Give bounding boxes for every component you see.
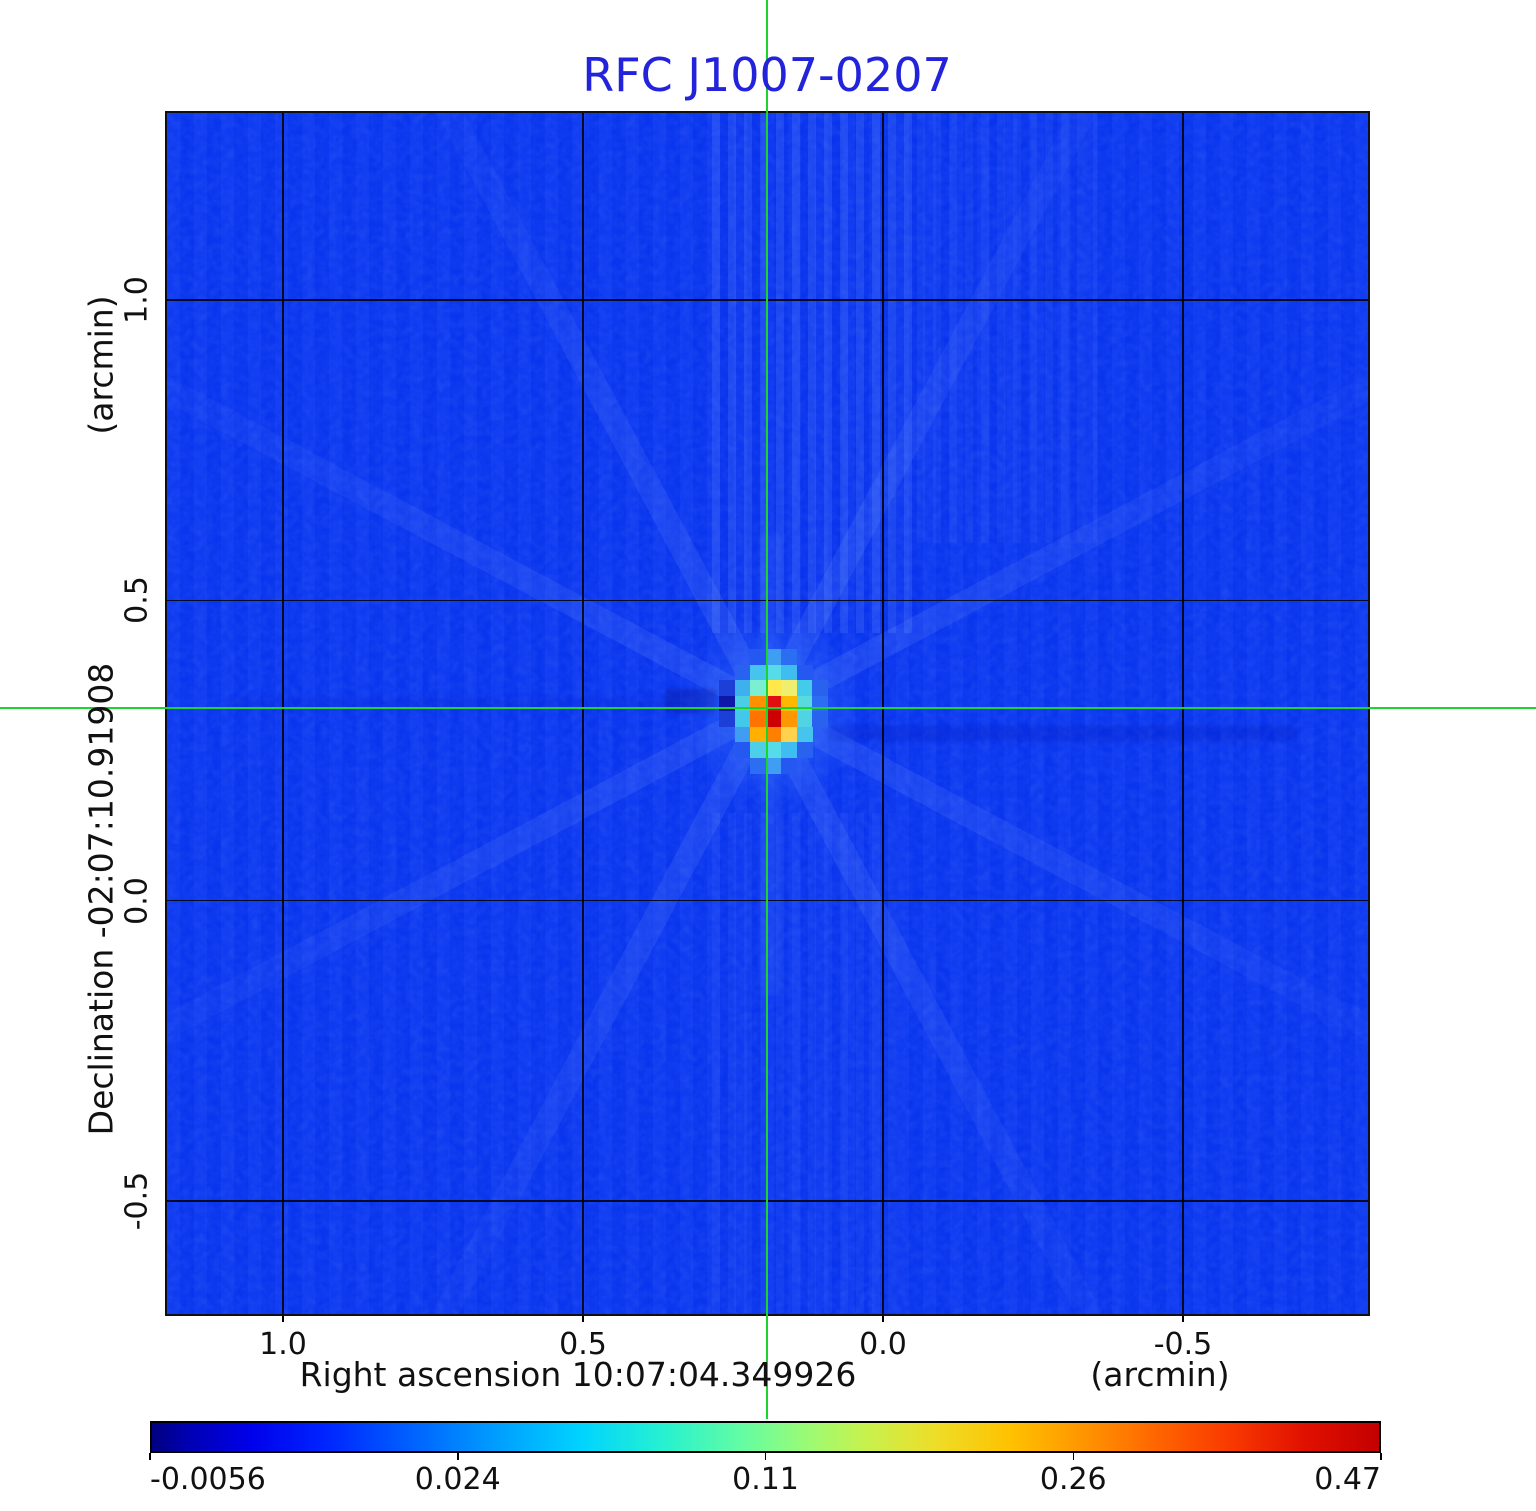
colorbar-tick-mark <box>1072 1453 1074 1460</box>
source-pixel <box>796 726 813 743</box>
source-pixel <box>796 711 813 728</box>
x-tick-label: 1.0 <box>259 1327 307 1362</box>
source-pixel <box>781 680 798 697</box>
source-pixel <box>765 649 782 666</box>
colorbar-tick-mark <box>1380 1453 1382 1460</box>
stripe-band-top-right <box>917 113 1097 543</box>
x-tick-mark <box>1182 1316 1184 1322</box>
source-pixel <box>734 726 751 743</box>
stripe-band-bottom <box>712 813 902 1313</box>
x-tick-label: 0.0 <box>859 1327 907 1362</box>
x-tick-label: 0.5 <box>559 1327 607 1362</box>
source-pixel <box>812 695 829 712</box>
source-pixel <box>734 742 751 759</box>
source-pixel <box>750 680 767 697</box>
colorbar-tick-mark <box>764 1453 767 1460</box>
source-pixel <box>734 695 751 712</box>
x-tick-mark <box>582 1316 584 1322</box>
colorbar-tick-label: 0.47 <box>1314 1462 1381 1497</box>
x-axis-title: Right ascension 10:07:04.349926 <box>299 1355 857 1394</box>
source-pixel <box>796 680 813 697</box>
source-pixel <box>750 726 767 743</box>
source-pixel <box>765 680 782 697</box>
crosshair-vertical-line <box>766 0 768 1419</box>
source-pixel <box>765 757 782 774</box>
gridline-vertical <box>882 113 884 1314</box>
source-pixel <box>734 680 751 697</box>
colorbar-tick-label: -0.0056 <box>150 1462 266 1497</box>
source-pixel <box>750 649 767 666</box>
source-pixel <box>796 695 813 712</box>
y-axis-unit-label: (arcmin) <box>81 295 121 435</box>
x-axis-unit-label: (arcmin) <box>1090 1355 1230 1394</box>
source-pixel <box>765 726 782 743</box>
negative-sidelobe-streak-right <box>827 725 1297 741</box>
x-tick-label: -0.5 <box>1153 1327 1213 1362</box>
y-tick-label: 0.5 <box>119 576 155 625</box>
y-axis-title: Declination -02:07:10.91908 <box>81 662 121 1136</box>
source-pixel <box>796 742 813 759</box>
source-pixel <box>750 711 767 728</box>
source-pixel <box>781 742 798 759</box>
colorbar-tick-label: 0.26 <box>1039 1462 1107 1497</box>
source-pixel <box>796 664 813 681</box>
colorbar <box>150 1421 1381 1453</box>
gridline-vertical <box>582 113 584 1314</box>
y-tick-label: -0.5 <box>119 1171 155 1231</box>
source-pixel <box>719 711 736 728</box>
source-pixel <box>750 742 767 759</box>
x-tick-mark <box>882 1316 884 1322</box>
colorbar-tick-label: 0.024 <box>414 1462 501 1497</box>
gridline-vertical <box>282 113 284 1314</box>
x-tick-mark <box>282 1316 284 1322</box>
source-pixel <box>781 726 798 743</box>
source-pixel <box>812 680 829 697</box>
source-pixel <box>781 757 798 774</box>
colorbar-tick-mark <box>149 1453 151 1460</box>
source-pixel <box>719 680 736 697</box>
source-pixel <box>765 664 782 681</box>
y-tick-label: 0.0 <box>119 876 155 925</box>
source-pixel <box>750 695 767 712</box>
source-pixel <box>812 711 829 728</box>
stripe-band-top <box>712 113 917 633</box>
source-pixel <box>719 695 736 712</box>
gridline-vertical <box>1182 113 1184 1314</box>
source-pixel <box>734 664 751 681</box>
source-pixel <box>734 711 751 728</box>
crosshair-horizontal-line <box>0 707 1536 709</box>
source-pixel <box>765 711 782 728</box>
source-pixel <box>781 711 798 728</box>
source-pixel <box>750 664 767 681</box>
colorbar-tick-label: 0.11 <box>732 1462 799 1497</box>
y-tick-label: 1.0 <box>119 276 155 325</box>
source-pixel <box>765 742 782 759</box>
plot-title: RFC J1007-0207 <box>582 48 952 102</box>
colorbar-tick-mark <box>457 1453 459 1460</box>
source-pixel <box>781 649 798 666</box>
source-pixel <box>781 695 798 712</box>
source-pixel <box>781 664 798 681</box>
source-pixel <box>750 757 767 774</box>
